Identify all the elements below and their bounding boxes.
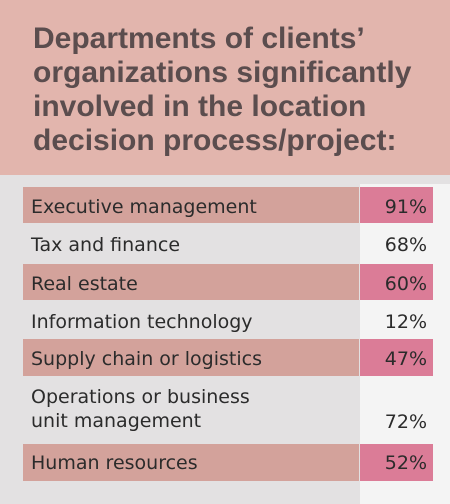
row-highlight-band: [23, 444, 359, 481]
row-value: 52%: [384, 452, 427, 474]
row-label: Supply chain or logistics: [31, 348, 262, 370]
row-value: 60%: [384, 273, 427, 295]
row-label: Operations or business unit management: [31, 386, 250, 432]
row-highlight-band: [23, 339, 359, 376]
table-row: Real estate 60%: [0, 264, 450, 300]
chart-title: Departments of clients’ organizations si…: [33, 22, 412, 157]
table-row: Executive management 91%: [0, 187, 450, 223]
row-highlight-band: [23, 187, 359, 223]
row-label: Real estate: [31, 273, 138, 295]
table-row: Information technology 12%: [0, 302, 450, 337]
row-value: 91%: [384, 196, 427, 218]
row-highlight-band: [23, 264, 359, 300]
data-table: Executive management 91% Tax and finance 68…: [0, 184, 450, 504]
table-row: Operations or business unit management 72…: [0, 379, 450, 439]
value-highlight-box: [360, 264, 433, 300]
value-highlight-box: [360, 187, 433, 223]
row-value: 12%: [384, 311, 427, 333]
row-label: Human resources: [31, 452, 198, 474]
header-banner: Departments of clients’ organizations si…: [0, 0, 450, 175]
table-row: Human resources 52%: [0, 444, 450, 481]
row-value: 68%: [384, 234, 427, 256]
table-row: Tax and finance 68%: [0, 226, 450, 261]
value-highlight-box: [360, 339, 433, 376]
row-label: Executive management: [31, 196, 257, 218]
row-value: 47%: [384, 348, 427, 370]
row-label: Tax and finance: [31, 234, 181, 256]
table-row: Supply chain or logistics 47%: [0, 339, 450, 376]
row-label: Information technology: [31, 311, 253, 333]
value-highlight-box: [360, 444, 433, 481]
row-value: 72%: [384, 411, 427, 433]
